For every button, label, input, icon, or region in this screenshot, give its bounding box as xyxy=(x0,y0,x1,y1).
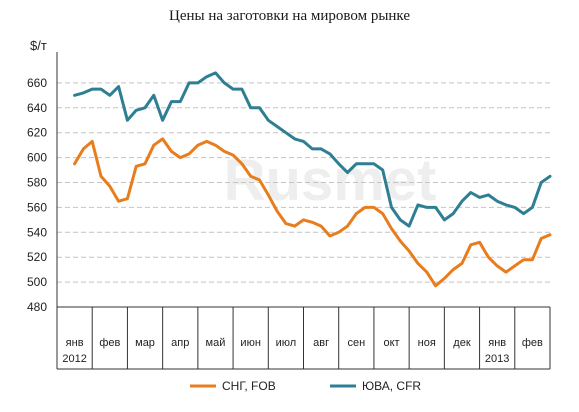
x-tick-label: окт xyxy=(383,337,399,349)
y-tick-label: 500 xyxy=(27,275,47,289)
y-axis-unit: $/т xyxy=(30,38,47,53)
legend-label-1: СНГ, FOB xyxy=(222,379,276,393)
x-tick-year-label: 2012 xyxy=(62,353,86,365)
y-tick-label: 640 xyxy=(27,101,47,115)
y-tick-label: 600 xyxy=(27,151,47,165)
series-line-1 xyxy=(73,137,552,288)
y-tick-label: 580 xyxy=(27,176,47,190)
y-tick-label: 540 xyxy=(27,225,47,239)
x-tick-label: мар xyxy=(135,337,155,349)
x-tick-label: авг xyxy=(313,337,329,349)
x-tick-label: май xyxy=(206,337,226,349)
x-tick-label: янв xyxy=(488,337,506,349)
legend-label-2: ЮВА, CFR xyxy=(362,379,421,393)
x-tick-label: фев xyxy=(99,337,120,349)
x-tick-label: ноя xyxy=(418,337,436,349)
y-tick-label: 480 xyxy=(27,300,47,314)
x-tick-year-label: 2013 xyxy=(485,353,509,365)
x-tick-label: дек xyxy=(453,337,471,349)
y-tick-label: 560 xyxy=(27,200,47,214)
y-tick-label: 520 xyxy=(27,250,47,264)
x-tick-label: апр xyxy=(171,337,189,349)
x-tick-label: июн xyxy=(240,337,260,349)
y-tick-label: 660 xyxy=(27,76,47,90)
x-tick-label: фев xyxy=(522,337,543,349)
series-line-2 xyxy=(73,71,552,228)
y-tick-label: 620 xyxy=(27,126,47,140)
x-tick-label: сен xyxy=(347,337,365,349)
chart-title: Цены на заготовки на мировом рынке xyxy=(168,8,411,24)
x-tick-label: янв xyxy=(66,337,84,349)
x-tick-label: июл xyxy=(276,337,297,349)
